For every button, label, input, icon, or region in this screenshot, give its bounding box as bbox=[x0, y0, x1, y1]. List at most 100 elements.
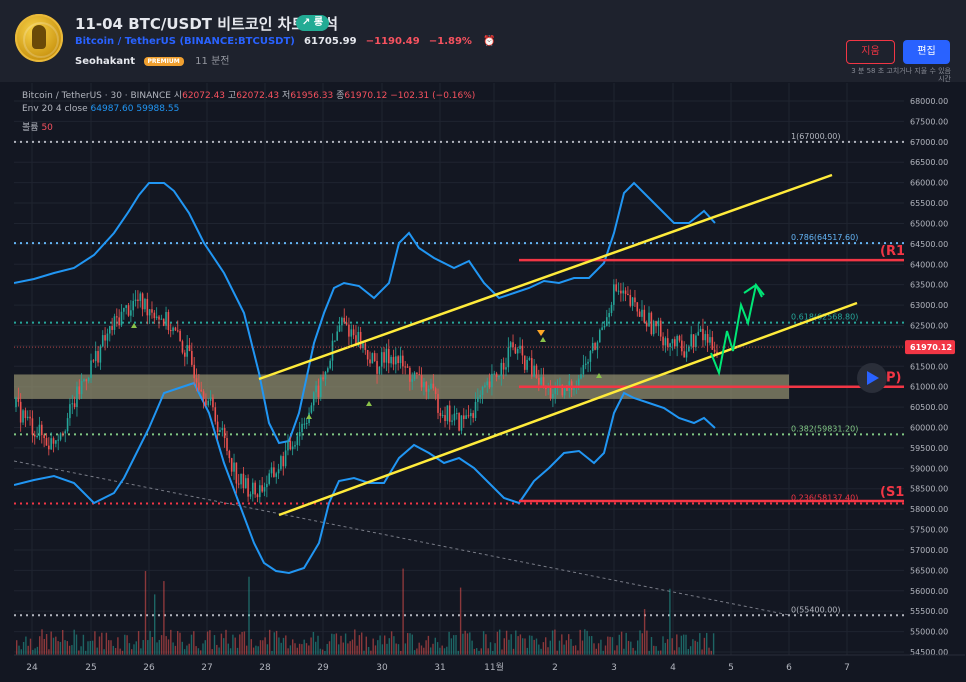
volume-bar bbox=[549, 640, 551, 655]
candle-body bbox=[652, 321, 655, 335]
time-tick: 11월 bbox=[484, 661, 504, 673]
candle-body bbox=[706, 334, 709, 343]
candle-body bbox=[312, 392, 315, 406]
volume-bar bbox=[443, 648, 446, 655]
price-tick: 67500.00 bbox=[910, 117, 948, 126]
fib-level-label: 0.236(58137.40) bbox=[791, 494, 858, 503]
time-tick: 27 bbox=[201, 663, 212, 673]
author-name[interactable]: Seohakant bbox=[75, 56, 136, 67]
volume-bar bbox=[496, 631, 499, 655]
volume-bar bbox=[436, 642, 439, 655]
volume-bar bbox=[524, 638, 526, 655]
edit-button[interactable]: 편집 bbox=[903, 40, 950, 64]
volume-bar bbox=[285, 635, 287, 655]
volume-bar bbox=[137, 631, 140, 655]
volume-bar bbox=[708, 647, 710, 655]
volume-bar bbox=[689, 646, 692, 655]
volume-bar bbox=[204, 640, 206, 655]
candle-body bbox=[409, 367, 411, 382]
volume-bar bbox=[271, 650, 273, 655]
chart-canvas[interactable]: 1(67000.00) 0.786(64517.60) 0.618(62568.80… bbox=[14, 83, 965, 677]
volume-bar bbox=[73, 629, 75, 655]
candle-body bbox=[83, 379, 85, 382]
volume-bar bbox=[558, 640, 561, 655]
volume-bar bbox=[563, 644, 565, 655]
volume-bar bbox=[538, 644, 540, 655]
volume-bar bbox=[618, 634, 620, 655]
envelope-upper-value: 64987.60 bbox=[90, 104, 134, 114]
candle-body bbox=[287, 440, 289, 451]
author-avatar[interactable] bbox=[15, 14, 63, 62]
volume-bar bbox=[126, 635, 128, 655]
volume-bar bbox=[356, 645, 358, 655]
volume-bar bbox=[515, 630, 517, 655]
volume-bar bbox=[165, 636, 167, 655]
volume-bar bbox=[135, 641, 137, 655]
volume-bar bbox=[370, 650, 372, 655]
chart-area[interactable]: 1(67000.00) 0.786(64517.60) 0.618(62568.80… bbox=[14, 83, 965, 677]
candle-body bbox=[331, 340, 334, 361]
volume-bar bbox=[181, 641, 183, 655]
candle-body bbox=[533, 365, 535, 377]
volume-bar bbox=[170, 629, 172, 655]
candle-body bbox=[453, 413, 456, 421]
volume-bar bbox=[193, 631, 195, 655]
volume-bar bbox=[604, 645, 607, 655]
candle-body bbox=[681, 340, 683, 352]
candle-body bbox=[622, 290, 625, 294]
volume-bar bbox=[630, 641, 632, 655]
volume-bar bbox=[499, 629, 501, 655]
volume-bar bbox=[110, 640, 112, 655]
candle-body bbox=[268, 473, 271, 484]
candle-body bbox=[591, 343, 594, 351]
legend-symbol[interactable]: Bitcoin / TetherUS · 30 · BINANCE bbox=[22, 91, 171, 101]
symbol-link[interactable]: Bitcoin / TetherUS (BINANCE:BTCUSDT) bbox=[75, 36, 295, 47]
candle-body bbox=[118, 317, 120, 326]
volume-bar bbox=[80, 646, 82, 655]
legend-envelope[interactable]: Env 20 4 close 64987.60 59988.55 bbox=[22, 104, 180, 114]
legend-volume[interactable]: 볼륨 50 bbox=[22, 123, 53, 133]
volume-bar bbox=[43, 638, 45, 655]
candle-body bbox=[43, 435, 45, 439]
volume-bar bbox=[128, 643, 131, 655]
volume-bar bbox=[269, 629, 271, 655]
volume-bar bbox=[476, 648, 478, 655]
candle-body bbox=[92, 360, 95, 362]
volume-bar bbox=[547, 647, 549, 655]
candle-body bbox=[695, 335, 697, 347]
volume-bar bbox=[68, 645, 71, 655]
volume-bar bbox=[133, 644, 135, 655]
time-tick: 6 bbox=[786, 663, 792, 673]
volume-bar bbox=[36, 646, 39, 655]
author-line: Seohakant PREMIUM 11 분전 bbox=[75, 52, 229, 67]
volume-bar bbox=[377, 640, 379, 655]
delete-button[interactable]: 지움 bbox=[846, 40, 895, 64]
volume-bar bbox=[660, 650, 662, 655]
candle-body bbox=[94, 351, 97, 362]
candle-body bbox=[455, 413, 458, 415]
volume-bar bbox=[335, 633, 338, 655]
volume-bar bbox=[22, 641, 25, 655]
candle-body bbox=[495, 373, 498, 377]
volume-bar bbox=[186, 645, 188, 655]
volume-bar bbox=[25, 636, 27, 655]
candle-body bbox=[242, 473, 245, 489]
candle-body bbox=[216, 421, 219, 433]
volume-bar bbox=[48, 649, 50, 655]
volume-bar bbox=[241, 631, 243, 655]
volume-bar bbox=[641, 633, 643, 655]
candle-body bbox=[493, 373, 496, 375]
volume-bar bbox=[167, 639, 170, 655]
volume-bar bbox=[568, 634, 570, 655]
envelope-lower-value: 59988.55 bbox=[136, 104, 180, 114]
price-tick: 55500.00 bbox=[910, 607, 948, 616]
alarm-clock-icon[interactable]: ⏰ bbox=[483, 36, 496, 47]
volume-bar bbox=[439, 647, 441, 655]
volume-bar bbox=[388, 638, 390, 655]
volume-bar bbox=[259, 640, 262, 655]
candle-body bbox=[223, 428, 226, 439]
candle-body bbox=[606, 317, 608, 326]
candle-body bbox=[336, 331, 338, 341]
fib-level-label: 1(67000.00) bbox=[791, 132, 841, 141]
price-tick: 57000.00 bbox=[910, 546, 948, 555]
